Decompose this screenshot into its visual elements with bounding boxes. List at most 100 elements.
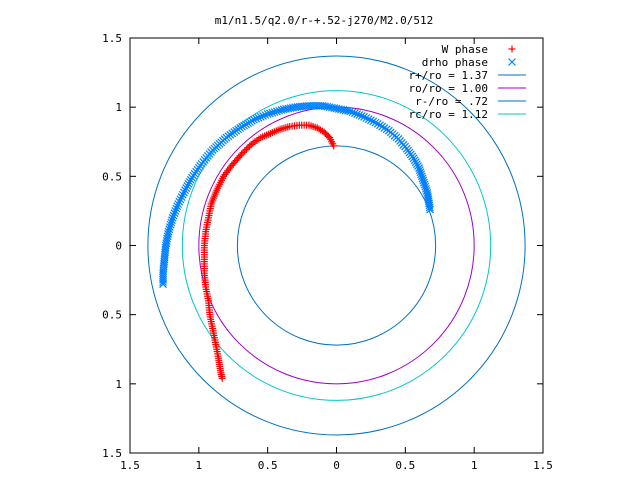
- circle-3: [198, 106, 475, 385]
- point-cross: [417, 170, 426, 179]
- point-cross: [417, 172, 426, 181]
- point-cross: [353, 110, 362, 119]
- point-cross: [165, 223, 174, 231]
- point-cross: [419, 178, 428, 187]
- legend-label: drho phase: [422, 56, 488, 69]
- point-plus: [241, 147, 249, 155]
- point-cross: [185, 177, 194, 186]
- legend-label: r-/ro = .72: [415, 95, 488, 108]
- point-cross: [173, 202, 182, 211]
- y-tick-label: 0.5: [102, 309, 122, 322]
- circle-5: [181, 90, 492, 401]
- point-cross: [415, 166, 424, 175]
- point-cross: [362, 114, 371, 122]
- point-cross: [159, 280, 167, 289]
- point-plus: [242, 145, 250, 153]
- point-cross: [168, 216, 176, 225]
- phase-points: [159, 101, 435, 382]
- x-tick-label: 1: [471, 459, 478, 472]
- point-cross: [366, 116, 375, 125]
- circle-4: [236, 145, 437, 346]
- point-cross: [416, 168, 425, 177]
- x-tick-label: 1.5: [120, 459, 140, 472]
- point-cross: [254, 113, 263, 122]
- point-cross: [261, 111, 270, 119]
- x-tick-label: 0.5: [395, 459, 415, 472]
- y-tick-label: 1.5: [102, 32, 122, 45]
- point-cross: [168, 213, 177, 222]
- point-plus: [247, 141, 255, 149]
- point-cross: [279, 105, 288, 114]
- point-cross: [420, 180, 429, 189]
- axis-ticks: 1.5 1 0.5 0 0.5 1 1.51.510.500.511.5: [102, 32, 553, 472]
- point-cross: [162, 236, 171, 245]
- point-cross: [186, 175, 195, 184]
- point-cross: [163, 232, 172, 241]
- y-tick-label: 0.5: [102, 170, 122, 183]
- legend-swatch: [508, 58, 516, 66]
- point-cross: [163, 234, 172, 243]
- point-cross: [373, 119, 382, 128]
- point-cross: [263, 110, 272, 119]
- x-tick-label: 0: [333, 459, 340, 472]
- point-cross: [164, 227, 173, 236]
- point-cross: [252, 114, 261, 123]
- point-cross: [172, 204, 181, 213]
- point-cross: [259, 112, 268, 120]
- point-cross: [174, 200, 183, 208]
- legend-swatch: [508, 45, 516, 53]
- point-cross: [350, 109, 359, 118]
- point-cross: [183, 182, 192, 190]
- point-cross: [266, 109, 274, 118]
- y-tick-label: 1.5: [102, 447, 122, 460]
- legend-label: rc/ro = 1.12: [409, 108, 488, 121]
- point-plus: [218, 374, 226, 382]
- point-cross: [357, 112, 366, 120]
- point-cross: [369, 117, 378, 126]
- legend-label: r+/ro = 1.37: [409, 69, 488, 82]
- x-tick-label: 1: [196, 459, 203, 472]
- point-cross: [175, 197, 184, 206]
- point-cross: [181, 186, 189, 195]
- point-cross: [277, 106, 286, 114]
- point-cross: [169, 211, 178, 220]
- legend-label: ro/ro = 1.00: [409, 82, 488, 95]
- x-tick-label: 0.5: [258, 459, 278, 472]
- point-plus: [246, 142, 254, 150]
- point-cross: [170, 209, 179, 218]
- point-cross: [188, 173, 196, 182]
- point-cross: [159, 278, 167, 286]
- point-cross: [177, 193, 186, 202]
- point-cross: [166, 220, 175, 229]
- point-plus: [244, 144, 252, 152]
- point-cross: [421, 182, 430, 191]
- point-cross: [360, 112, 368, 121]
- point-cross: [164, 230, 173, 238]
- point-plus: [315, 125, 323, 133]
- point-cross: [256, 112, 265, 121]
- y-tick-label: 0: [115, 240, 122, 253]
- point-cross: [272, 107, 281, 116]
- point-cross: [270, 108, 279, 116]
- point-cross: [182, 184, 191, 193]
- point-cross: [348, 108, 357, 117]
- point-cross: [179, 188, 188, 197]
- point-cross: [371, 118, 380, 127]
- y-tick-label: 1: [115, 101, 122, 114]
- point-cross: [418, 174, 427, 183]
- circle-2: [147, 55, 526, 436]
- x-tick-label: 1.5: [533, 459, 553, 472]
- point-plus: [239, 149, 247, 157]
- point-cross: [178, 190, 187, 199]
- point-cross: [355, 111, 364, 119]
- point-cross: [176, 195, 185, 204]
- point-cross: [364, 115, 373, 124]
- point-cross: [268, 108, 277, 117]
- point-cross: [423, 189, 432, 197]
- point-cross: [167, 218, 176, 227]
- point-cross: [165, 225, 174, 234]
- legend-label: W phase: [442, 43, 488, 56]
- point-cross: [422, 184, 430, 193]
- point-cross: [184, 180, 193, 188]
